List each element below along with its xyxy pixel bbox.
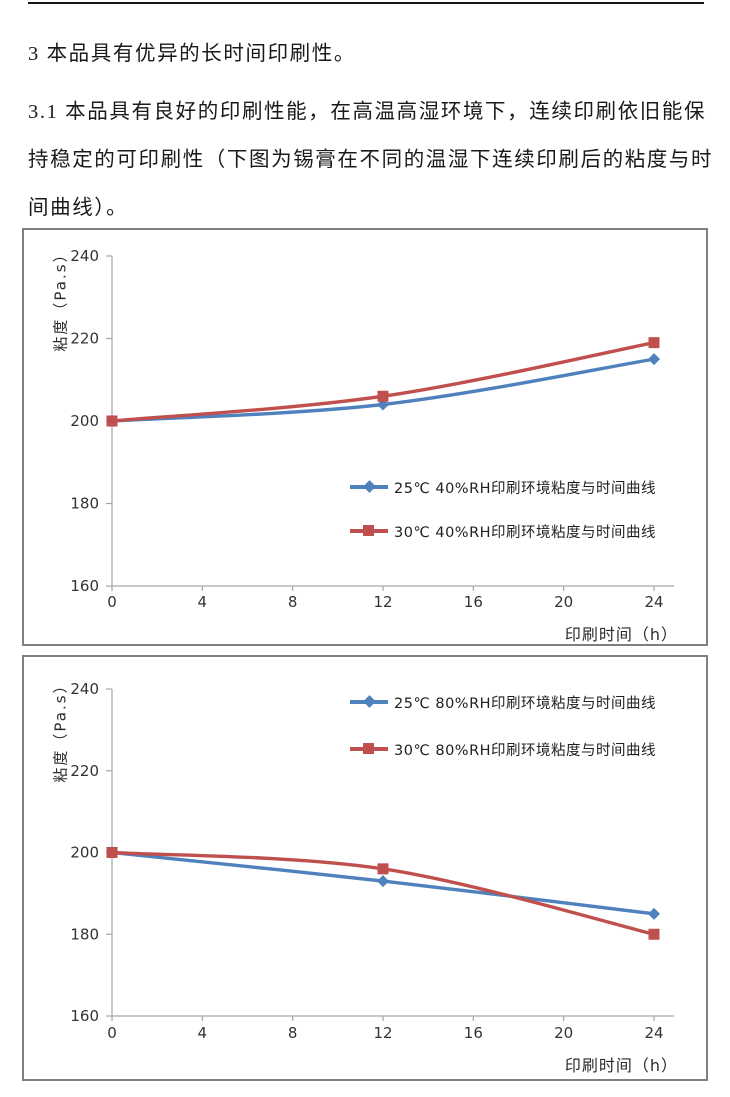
x-tick-label: 16 [464,593,483,611]
y-tick-label: 160 [70,1007,99,1025]
square-data-marker [377,863,389,875]
diamond-data-marker [377,875,389,888]
x-axis-title: 印刷时间（h） [564,625,678,644]
square-data-marker [106,847,118,858]
square-data-marker [648,337,660,349]
square-data-marker [648,928,660,940]
paragraph-line: 间曲线）。 [28,197,129,219]
x-tick-label: 24 [644,593,663,611]
x-tick-label: 8 [288,1024,298,1042]
plot-area: 240 220 200 180 160 0 4 8 12 16 20 24 [70,247,674,611]
section-heading: 3 本品具有优异的长时间印刷性。 [28,43,356,65]
x-tick-label: 4 [198,1024,208,1042]
x-tick-label: 8 [288,593,298,611]
x-tick-label: 0 [107,593,117,611]
y-tick-label: 200 [70,412,99,430]
x-axis-title: 印刷时间（h） [564,1056,678,1075]
series-line [111,357,655,423]
diamond-data-marker [648,907,660,920]
x-tick-label: 4 [198,593,208,611]
y-tick-label: 180 [70,495,99,513]
chart-viscosity-time-80rh: 240 220 200 180 160 0 4 8 12 16 20 24 粘度（Pa.s） 印刷时间… [22,655,708,1081]
x-tick-label: 20 [554,593,573,611]
header-rule [28,2,704,4]
paragraph-line: 3.1 本品具有良好的印刷性能，在高温高湿环境下，连续印刷依旧能保 [28,101,707,123]
square-data-marker [377,390,389,402]
x-tick-label: 20 [554,1024,573,1042]
y-tick-label: 240 [70,247,99,265]
y-tick-label: 180 [70,925,99,943]
x-tick-label: 24 [644,1024,663,1042]
y-axis-title: 粘度（Pa.s） [51,676,70,783]
y-axis-title: 粘度（Pa.s） [51,245,70,352]
x-tick-label: 12 [373,1024,392,1042]
y-tick-label: 220 [70,330,99,348]
y-tick-label: 220 [70,762,99,780]
y-tick-label: 160 [70,577,99,595]
y-tick-label: 200 [70,844,99,862]
x-tick-label: 12 [373,593,392,611]
square-data-marker [106,415,118,427]
x-tick-label: 0 [107,1024,117,1042]
diamond-data-marker [648,353,660,366]
paragraph-line: 持稳定的可印刷性（下图为锡膏在不同的温湿下连续印刷后的粘度与时 [28,149,714,171]
plot-area: 240 220 200 180 160 0 4 8 12 16 20 24 [70,680,674,1042]
chart-viscosity-time-40rh: 240 220 200 180 160 0 4 8 12 16 20 24 粘度（Pa.s） 印刷时间… [22,228,708,646]
y-tick-label: 240 [70,680,99,698]
x-tick-label: 16 [464,1024,483,1042]
